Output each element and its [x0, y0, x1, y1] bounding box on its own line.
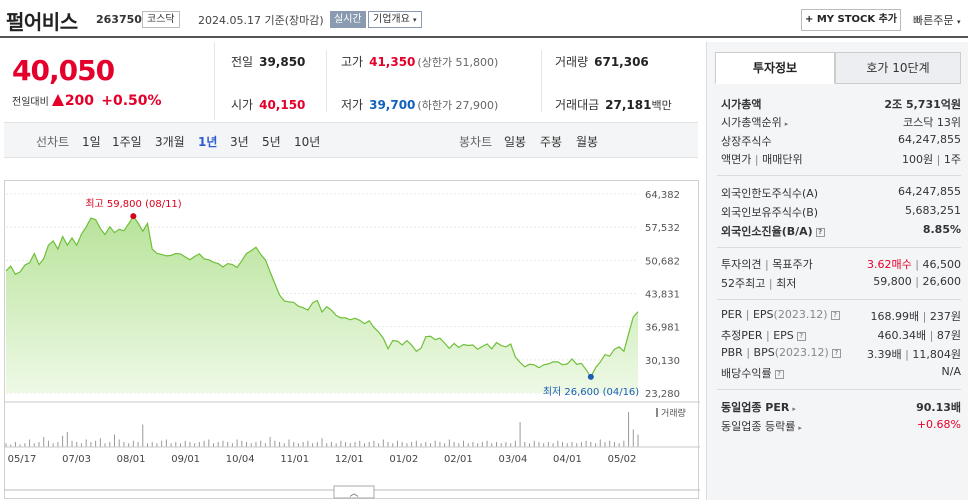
stat-high: 고가 41,350 (상한가 51,800)	[341, 55, 499, 69]
add-my-stock-button[interactable]: + MY STOCK 추가	[801, 9, 901, 31]
caret-right-icon: ▸	[792, 405, 796, 413]
chevron-up-icon: ︿	[349, 489, 358, 499]
line-chart-label: 선차트	[36, 135, 70, 149]
price-change: 전일대비 200 +0.50%	[12, 93, 162, 109]
row-shares: 상장주식수 64,247,855	[721, 133, 961, 148]
help-icon[interactable]: ?	[831, 349, 841, 358]
x-tick-label: 12/01	[335, 454, 364, 465]
x-tick-label: 03/04	[498, 454, 527, 465]
tab-3m[interactable]: 3개월	[155, 135, 185, 149]
tab-3y[interactable]: 3년	[230, 135, 249, 149]
row-foreign-ratio: 외국인소진율(B/A)? 8.85%	[721, 223, 961, 238]
price-chart[interactable]: 64,382 57,532 50,682 43,831 36,981 30,130 23,2…	[4, 160, 700, 500]
stat-prev: 전일 39,850	[231, 55, 306, 69]
tab-weekly[interactable]: 주봉	[540, 135, 563, 149]
tab-hoga-10[interactable]: 호가 10단계	[835, 52, 961, 84]
help-icon[interactable]: ?	[774, 370, 784, 379]
quick-order-link[interactable]: 빠른주문 ▾	[913, 14, 961, 27]
row-foreign-hold: 외국인보유주식수(B) 5,683,251	[721, 204, 961, 219]
min-point	[587, 373, 594, 380]
y-tick-label: 30,130	[645, 356, 680, 367]
help-icon[interactable]: ?	[796, 332, 806, 341]
tab-1y[interactable]: 1년	[198, 135, 218, 149]
volume-legend-marker	[656, 408, 658, 417]
x-tick-label: 05/02	[608, 454, 637, 465]
row-dividend: 배당수익률? N/A	[721, 365, 961, 380]
help-icon[interactable]: ?	[815, 228, 825, 237]
x-tick-label: 07/03	[62, 454, 91, 465]
price-area	[6, 216, 638, 393]
tab-10y[interactable]: 10년	[294, 135, 321, 149]
x-tick-label: 09/01	[171, 454, 200, 465]
help-icon[interactable]: ?	[830, 311, 840, 320]
row-industry-per[interactable]: 동일업종 PER ▸ 90.13배	[721, 401, 961, 414]
price-line	[5, 215, 639, 379]
row-market-rank[interactable]: 시가총액순위 ▸ 코스닥 13위	[721, 116, 961, 129]
stock-name: 펄어비스	[6, 10, 78, 34]
row-est-per: 추정PER | EPS? 460.34배 | 87원	[721, 329, 961, 342]
row-foreign-limit: 외국인한도주식수(A) 64,247,855	[721, 185, 961, 200]
quote-date: 2024.05.17 기준(장마감)	[198, 14, 324, 27]
x-tick-label: 05/17	[8, 454, 37, 465]
row-per-eps: PER | EPS(2023.12)? 168.99배 | 237원	[721, 308, 961, 323]
up-triangle-icon	[51, 94, 64, 106]
stat-amount: 거래대금 27,181백만	[555, 98, 672, 112]
row-par: 액면가 | 매매단위 100원 | 1주	[721, 153, 961, 166]
tab-1d[interactable]: 1일	[82, 135, 101, 149]
tab-1w[interactable]: 1주일	[112, 135, 142, 149]
stats-grid: 전일 39,850 시가 40,150 고가 41,350 (상한가 51,800) 저…	[214, 42, 698, 120]
row-market-cap: 시가총액 2조 5,731억원	[721, 98, 961, 111]
x-tick-label: 08/01	[117, 454, 146, 465]
price-summary: 40,050 전일대비 200 +0.50%	[4, 42, 210, 118]
row-52week: 52주최고 | 최저 59,800 | 26,600	[721, 275, 961, 290]
max-point	[130, 213, 137, 220]
x-tick-label: 11/01	[280, 454, 309, 465]
max-annotation: 최고 59,800 (08/11)	[85, 198, 181, 210]
caret-right-icon: ▸	[784, 120, 789, 128]
tab-invest-info[interactable]: 투자정보	[715, 52, 835, 84]
stat-volume: 거래량 671,306	[555, 55, 649, 69]
x-tick-label: 10/04	[226, 454, 255, 465]
tab-daily[interactable]: 일봉	[504, 135, 527, 149]
stat-open: 시가 40,150	[231, 98, 306, 112]
y-tick-label: 23,280	[645, 389, 680, 400]
row-opinion: 투자의견 | 목표주가 3.62매수 | 46,500	[721, 258, 961, 271]
y-tick-label: 50,682	[645, 256, 680, 267]
realtime-badge: 실시간	[330, 11, 366, 28]
x-tick-label: 04/01	[553, 454, 582, 465]
row-pbr-bps: PBR | BPS(2023.12)? 3.39배 | 11,804원	[721, 346, 961, 361]
x-tick-label: 02/01	[444, 454, 473, 465]
current-price: 40,050	[12, 54, 115, 87]
min-annotation: 최저 26,600 (04/16)	[543, 386, 639, 398]
volume-label: 거래량	[661, 407, 686, 419]
y-tick-label: 36,981	[645, 323, 680, 334]
chart-period-tabs: 선차트 1일 1주일 3개월 1년 3년 5년 10년 봉차트 일봉 주봉 월봉	[4, 122, 698, 158]
tab-5y[interactable]: 5년	[262, 135, 281, 149]
stock-code: 263750	[96, 13, 142, 26]
change-percent: +0.50%	[101, 93, 162, 109]
candle-chart-label: 봉차트	[459, 135, 493, 149]
x-tick-label: 01/02	[389, 454, 418, 465]
stat-low: 저가 39,700 (하한가 27,900)	[341, 98, 499, 112]
market-badge: 코스닥	[142, 11, 180, 28]
y-tick-label: 43,831	[645, 290, 680, 301]
y-tick-label: 64,382	[645, 190, 680, 201]
chevron-down-icon: ▾	[956, 18, 961, 26]
tab-monthly[interactable]: 월봉	[576, 135, 599, 149]
invest-info-panel: 투자정보 호가 10단계 시가총액 2조 5,731억원 시가총액순위 ▸ 코스닥 1…	[706, 42, 968, 500]
caret-right-icon: ▸	[798, 424, 802, 432]
company-info-dropdown[interactable]: 기업개요 ▾	[368, 11, 422, 28]
collapse-toggle[interactable]	[333, 485, 375, 499]
row-industry-change[interactable]: 동일업종 등락률 ▸ +0.68%	[721, 418, 961, 433]
y-tick-label: 57,532	[645, 223, 680, 234]
chevron-down-icon: ▾	[413, 16, 417, 24]
stock-header: 펄어비스 263750 코스닥 2024.05.17 기준(장마감) 실시간 기…	[0, 0, 968, 38]
